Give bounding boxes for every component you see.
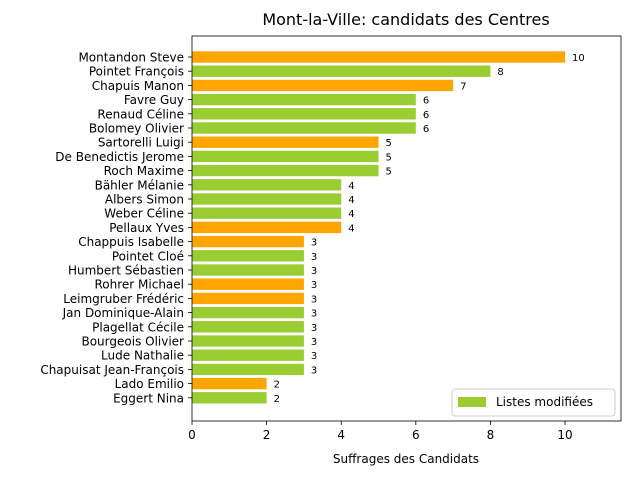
- y-tick-label: Pointet Cloé: [112, 249, 184, 263]
- y-tick-label: Chapuisat Jean-François: [40, 363, 184, 377]
- bar-value-label: 2: [274, 380, 280, 391]
- y-tick-label: Sartorelli Luigi: [98, 136, 184, 150]
- y-tick-label: Montandon Steve: [78, 51, 184, 65]
- y-tick-label: Albers Simon: [105, 193, 184, 207]
- bar: [192, 108, 416, 120]
- bar: [192, 250, 304, 262]
- x-tick-label: 10: [557, 428, 572, 442]
- legend-swatch: [458, 397, 486, 407]
- bar-value-label: 6: [423, 96, 429, 107]
- y-tick-label: De Benedictis Jerome: [55, 150, 184, 164]
- y-tick-label: Bourgeois Olivier: [81, 335, 184, 349]
- plot-frame: [191, 35, 622, 422]
- legend-frame: [451, 388, 616, 417]
- y-tick-label: Weber Céline: [104, 207, 184, 221]
- x-axis-label: Suffrages des Candidats: [333, 452, 479, 466]
- bar-value-label: 3: [311, 266, 317, 277]
- y-tick-label: Pellaux Yves: [109, 221, 184, 235]
- bar: [192, 150, 379, 163]
- y-tick-label: Rohrer Michael: [94, 278, 184, 292]
- bar: [192, 193, 342, 205]
- y-tick-label: Renaud Céline: [97, 107, 184, 121]
- bar-value-label: 6: [423, 124, 429, 135]
- legend-label: Listes modifiées: [496, 395, 593, 409]
- bar: [192, 363, 304, 376]
- y-tick-label: Lado Emilio: [115, 377, 184, 391]
- y-tick-label: Chapuis Manon: [92, 79, 184, 93]
- y-tick-label: Leimgruber Frédéric: [63, 292, 184, 306]
- bar-value-label: 3: [311, 365, 317, 376]
- y-tick-label: Favre Guy: [124, 93, 184, 107]
- bar-value-label: 3: [311, 351, 317, 362]
- bar: [192, 264, 304, 276]
- y-tick-label: Lude Nathalie: [101, 349, 184, 363]
- bar-value-label: 4: [348, 223, 354, 234]
- y-tick-label: Humbert Sébastien: [68, 264, 184, 278]
- bar: [192, 51, 566, 63]
- bar-value-label: 4: [348, 195, 354, 206]
- bar-value-label: 3: [311, 252, 317, 263]
- bar-value-label: 4: [348, 209, 354, 220]
- bar: [192, 235, 304, 248]
- x-tick-label: 6: [412, 428, 420, 442]
- bar: [192, 221, 342, 234]
- bar-value-label: 2: [274, 394, 280, 405]
- bar: [192, 392, 267, 404]
- bar: [192, 65, 491, 77]
- bar: [192, 164, 379, 177]
- bar: [192, 292, 304, 305]
- y-tick-label: Bähler Mélanie: [95, 178, 184, 192]
- bar: [192, 79, 454, 92]
- x-tick-label: 0: [188, 428, 196, 442]
- bar-value-label: 5: [386, 152, 392, 163]
- x-tick-label: 2: [263, 428, 271, 442]
- bar: [192, 136, 379, 148]
- y-tick-label: Roch Maxime: [104, 164, 184, 178]
- bar-value-label: 6: [423, 110, 429, 121]
- bar: [192, 122, 416, 134]
- bar: [192, 179, 342, 191]
- y-tick-label: Eggert Nina: [113, 391, 184, 405]
- bar: [192, 377, 267, 390]
- y-tick-label: Plagellat Cécile: [92, 320, 184, 334]
- bar-value-label: 3: [311, 238, 317, 249]
- bar-value-label: 3: [311, 294, 317, 305]
- bar-value-label: 4: [348, 181, 354, 192]
- bar: [192, 278, 304, 290]
- bars-layer: 10 8 7 6 6 6 5 5 5 4 4 4 4 3 3 3 3 3 3 3 3 3 3 2 2: [192, 51, 585, 405]
- bar-value-label: 3: [311, 337, 317, 348]
- y-tick-label: Pointet François: [89, 65, 184, 79]
- x-tick-label: 8: [487, 428, 495, 442]
- bar-value-label: 8: [497, 67, 503, 78]
- bar-value-label: 10: [572, 53, 585, 64]
- bar: [192, 349, 304, 361]
- bar: [192, 207, 342, 219]
- bar-value-label: 3: [311, 323, 317, 334]
- bar: [192, 335, 304, 347]
- bar-value-label: 7: [460, 81, 466, 92]
- bar-value-label: 5: [386, 167, 392, 178]
- y-tick-label: Chappuis Isabelle: [78, 235, 184, 249]
- bar-value-label: 3: [311, 280, 317, 291]
- bar: [192, 306, 304, 319]
- bar-value-label: 5: [386, 138, 392, 149]
- bar-value-label: 3: [311, 309, 317, 320]
- chart-title: Mont-la-Ville: candidats des Centres: [262, 10, 549, 29]
- bar: [192, 93, 416, 106]
- y-tick-label: Bolomey Olivier: [89, 122, 184, 136]
- legend: Listes modifiées: [451, 388, 616, 417]
- bar: [192, 321, 304, 333]
- y-tick-label: Jan Dominique-Alain: [62, 306, 184, 320]
- x-tick-label: 4: [337, 428, 345, 442]
